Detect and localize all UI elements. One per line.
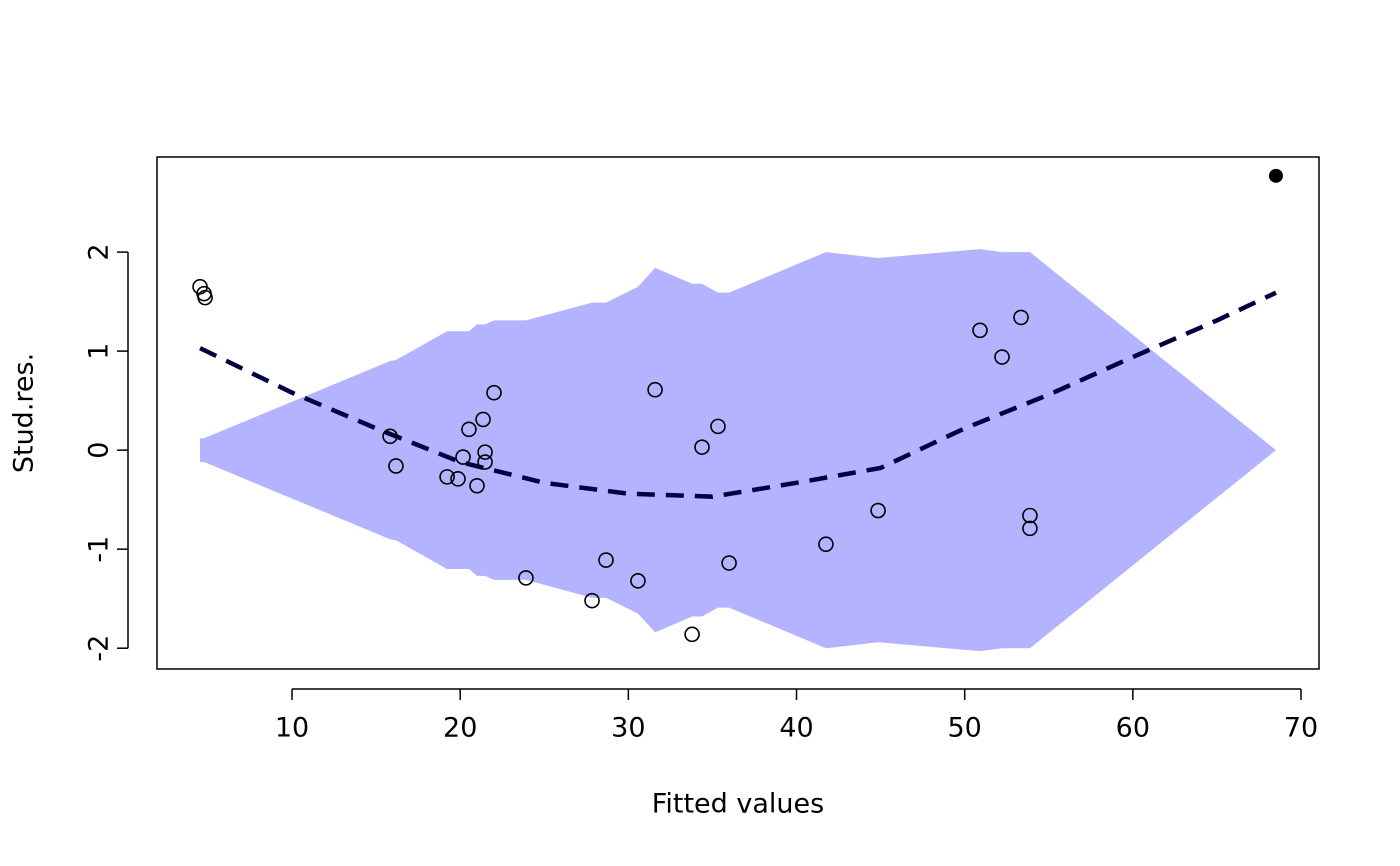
x-tick-label: 60 xyxy=(1116,713,1150,744)
point xyxy=(1013,309,1029,326)
point xyxy=(388,458,404,474)
plot-layer xyxy=(192,168,1283,652)
point xyxy=(1022,520,1038,537)
point xyxy=(630,573,646,589)
y-tick-label: -2 xyxy=(84,635,115,662)
point xyxy=(584,592,600,609)
point xyxy=(475,411,491,428)
x-axis-label: Fitted values xyxy=(652,789,824,820)
point xyxy=(684,626,700,643)
point xyxy=(477,444,493,460)
point xyxy=(994,349,1010,365)
point xyxy=(439,469,455,485)
y-tick-label: 2 xyxy=(84,243,115,260)
point xyxy=(197,289,213,306)
point xyxy=(870,502,886,519)
point xyxy=(972,322,988,339)
y-axis-label: Stud.res. xyxy=(9,353,40,473)
point xyxy=(818,536,834,553)
point xyxy=(598,552,614,568)
point xyxy=(721,555,737,571)
point xyxy=(710,418,726,435)
trend-line xyxy=(199,290,1277,499)
point xyxy=(486,384,502,401)
envelope xyxy=(200,249,1276,652)
x-tick-label: 10 xyxy=(275,713,309,744)
point xyxy=(477,454,493,470)
x-tick-label: 40 xyxy=(779,713,813,744)
y-tick-label: 1 xyxy=(84,343,115,360)
outlier-point xyxy=(1268,168,1283,183)
point xyxy=(461,421,477,438)
x-tick-label: 50 xyxy=(948,713,982,744)
x-tick-label: 70 xyxy=(1284,713,1318,744)
point xyxy=(450,471,466,487)
x-tick-label: 20 xyxy=(443,713,477,744)
y-tick-label: -1 xyxy=(84,536,115,563)
point xyxy=(382,428,398,445)
y-tick-label: 0 xyxy=(84,442,115,459)
plot-frame xyxy=(156,156,1320,670)
point xyxy=(647,381,663,398)
point xyxy=(455,449,471,465)
point xyxy=(1022,507,1038,524)
x-tick-label: 30 xyxy=(611,713,645,744)
point xyxy=(518,570,534,586)
point xyxy=(694,439,710,455)
point xyxy=(469,477,485,494)
